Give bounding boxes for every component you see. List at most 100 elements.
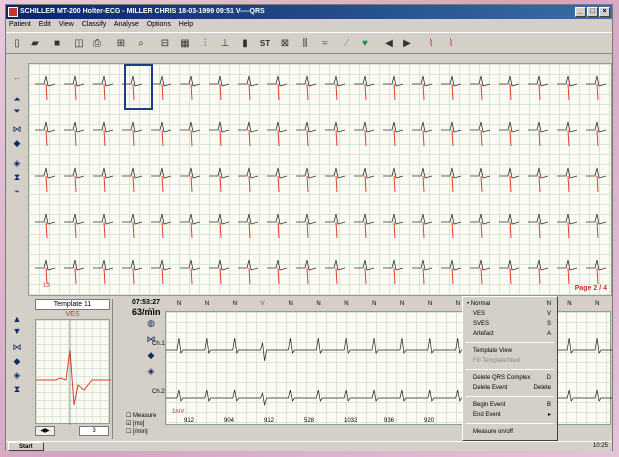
template-beat[interactable] (499, 213, 520, 239)
template-beat[interactable] (325, 213, 346, 239)
template-beat[interactable] (528, 213, 549, 239)
template-beat[interactable] (296, 167, 317, 193)
template-beat[interactable] (412, 75, 433, 101)
tpl-merge-icon[interactable]: ⋈ (12, 342, 22, 352)
st-button[interactable]: ST (259, 39, 271, 48)
template-beat[interactable] (209, 213, 230, 239)
grid-icon[interactable]: ▦ (180, 38, 190, 49)
template-beat[interactable] (586, 121, 607, 147)
save-icon[interactable]: ■ (53, 38, 61, 49)
tpl-down-icon[interactable]: ▼ (12, 326, 22, 336)
scroll-up-icon[interactable]: ⏶ (13, 94, 21, 104)
template-beat[interactable] (499, 259, 520, 285)
template-beat[interactable] (557, 213, 578, 239)
template-beat[interactable] (528, 75, 549, 101)
template-beat[interactable] (354, 259, 375, 285)
template-beat[interactable] (383, 213, 404, 239)
tpl-up-icon[interactable]: ▲ (12, 314, 22, 324)
template-beat[interactable] (470, 75, 491, 101)
merge-icon[interactable]: ⋈ (12, 124, 22, 134)
previous-arrow-icon[interactable]: ◀ (385, 38, 393, 49)
tpl-expand-icon[interactable]: ◈ (13, 370, 21, 380)
template-beat[interactable] (122, 167, 143, 193)
template-beat[interactable] (586, 75, 607, 101)
template-beat[interactable] (557, 121, 578, 147)
template-beat[interactable] (209, 259, 230, 285)
maximize-icon[interactable]: □ (587, 7, 598, 17)
menu-normal[interactable]: • Normal N (467, 301, 551, 307)
template-beat[interactable] (383, 167, 404, 193)
template-beat[interactable] (383, 121, 404, 147)
template-beat[interactable] (383, 259, 404, 285)
tree-icon[interactable]: ⊞ (116, 38, 126, 49)
waveform-b-icon[interactable]: ⌇ (448, 38, 454, 49)
template-beat[interactable] (151, 259, 172, 285)
ms-checkbox[interactable]: ☑ [ms] (126, 421, 145, 427)
template-beat[interactable] (412, 167, 433, 193)
template-beat[interactable] (325, 167, 346, 193)
template-beat[interactable] (151, 167, 172, 193)
template-beat[interactable] (35, 121, 56, 147)
template-beat[interactable] (64, 213, 85, 239)
bar-chart-icon[interactable]: ▮ (242, 38, 248, 49)
template-beat[interactable] (35, 167, 56, 193)
zoom-wave-icon[interactable]: ⌁ (14, 186, 20, 196)
hr-trend-icon[interactable]: ⫶ (203, 38, 207, 49)
template-beat[interactable] (528, 121, 549, 147)
template-beat[interactable] (122, 259, 143, 285)
template-beat[interactable] (586, 259, 607, 285)
menu-artefact[interactable]: Artefact A (467, 330, 555, 339)
template-beat[interactable] (296, 259, 317, 285)
menu-analyse[interactable]: Analyse (113, 21, 139, 28)
tpl-stretch-icon[interactable]: ⧗ (13, 384, 21, 394)
template-nav-arrows[interactable]: ◀▶ (35, 426, 55, 436)
template-beat[interactable] (499, 167, 520, 193)
print-preview-icon[interactable]: ◫ (74, 38, 84, 49)
template-beat[interactable] (93, 75, 114, 101)
template-beat[interactable] (354, 167, 375, 193)
permin-checkbox[interactable]: ☐ [/min] (126, 429, 148, 435)
template-beat[interactable] (470, 167, 491, 193)
scroll-down-icon[interactable]: ⏷ (13, 106, 21, 116)
new-file-icon[interactable]: ▯ (14, 38, 20, 49)
template-beat[interactable] (470, 213, 491, 239)
template-beat[interactable] (64, 75, 85, 101)
template-beat[interactable] (354, 213, 375, 239)
measure-checkbox[interactable]: ☐ Measure (126, 413, 157, 419)
template-beat[interactable] (441, 75, 462, 101)
template-beat[interactable] (412, 213, 433, 239)
expand-icon[interactable]: ◈ (13, 158, 21, 168)
template-beat[interactable] (267, 259, 288, 285)
template-beat[interactable] (267, 167, 288, 193)
template-beat[interactable] (238, 121, 259, 147)
template-beat[interactable] (528, 167, 549, 193)
waveform-a-icon[interactable]: ⌇ (428, 38, 434, 49)
template-beat[interactable] (557, 259, 578, 285)
template-beat[interactable] (412, 121, 433, 147)
print-icon[interactable]: ⎙ (93, 38, 101, 49)
template-beat[interactable] (180, 259, 201, 285)
template-beat[interactable] (441, 213, 462, 239)
template-beat[interactable] (180, 121, 201, 147)
template-beat[interactable] (325, 121, 346, 147)
template-beat[interactable] (441, 121, 462, 147)
template-beat[interactable] (180, 75, 201, 101)
template-beat[interactable] (354, 121, 375, 147)
template-beat[interactable] (296, 75, 317, 101)
template-beat[interactable] (586, 213, 607, 239)
hrv-icon[interactable]: ≈ (322, 38, 328, 49)
template-beat[interactable] (383, 75, 404, 101)
template-beat[interactable] (441, 259, 462, 285)
template-beat[interactable] (93, 259, 114, 285)
template-beat[interactable] (325, 259, 346, 285)
close-icon[interactable]: × (599, 7, 610, 17)
template-beat[interactable] (325, 75, 346, 101)
template-beat[interactable] (209, 121, 230, 147)
template-beat[interactable] (528, 259, 549, 285)
template-beat[interactable] (557, 75, 578, 101)
template-beat[interactable] (238, 213, 259, 239)
template-beat[interactable] (93, 213, 114, 239)
split-icon[interactable]: ⊥ (220, 38, 230, 49)
template-beat[interactable] (122, 121, 143, 147)
template-beat[interactable] (151, 75, 172, 101)
